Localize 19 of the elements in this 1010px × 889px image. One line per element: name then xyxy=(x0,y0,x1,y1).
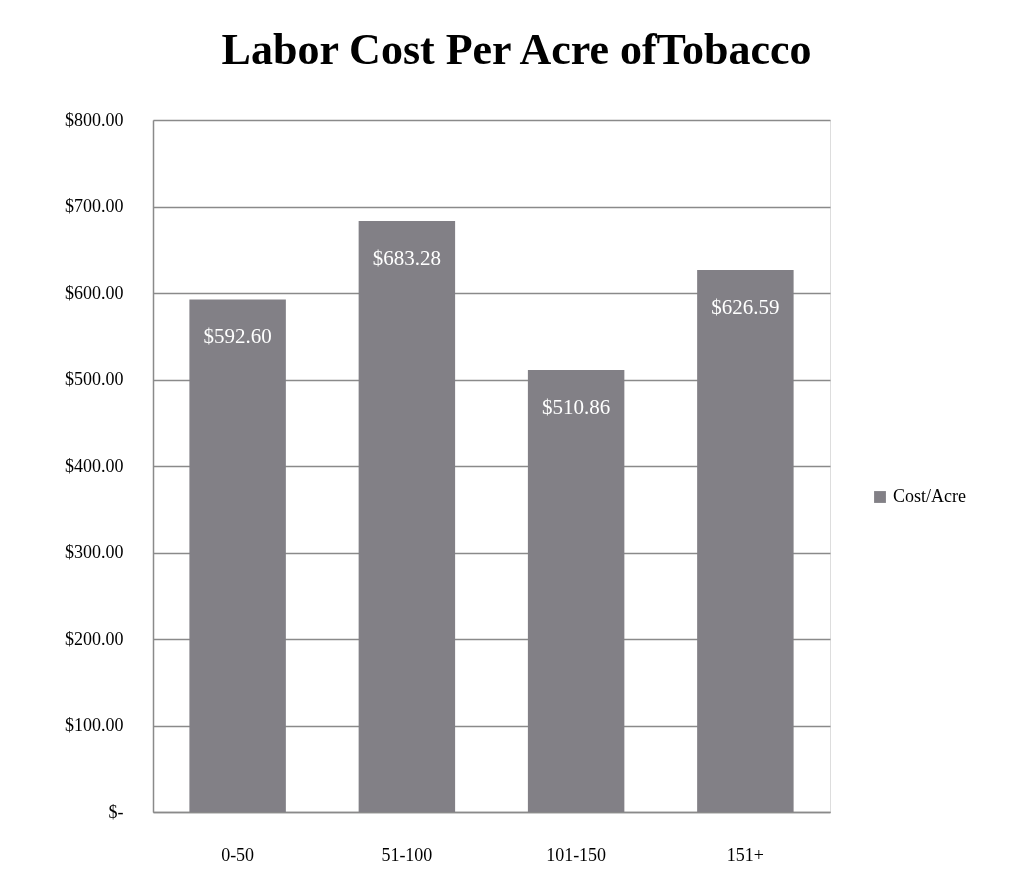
chart-title: Labor Cost Per Acre ofTobacco xyxy=(221,25,812,74)
y-tick-label: $200.00 xyxy=(65,628,124,649)
data-label: $510.86 xyxy=(542,395,611,420)
x-tick-label: 51-100 xyxy=(381,844,433,865)
y-tick-label: $600.00 xyxy=(65,282,124,303)
y-tick-label: $300.00 xyxy=(65,542,124,562)
x-tick-label: 151+ xyxy=(726,844,764,865)
legend-label: Cost/Acre xyxy=(893,486,966,506)
x-tick-label: 0-50 xyxy=(221,844,255,865)
y-tick-label: $100.00 xyxy=(65,715,124,735)
y-tick-label: $- xyxy=(108,801,124,822)
data-label: $626.59 xyxy=(711,295,780,319)
y-tick-label: $400.00 xyxy=(65,455,124,476)
y-tick-label: $800.00 xyxy=(65,109,124,130)
y-tick-label: $700.00 xyxy=(65,196,124,216)
x-tick-label: 101-150 xyxy=(546,844,607,865)
data-label: $592.60 xyxy=(203,324,272,349)
data-label: $683.28 xyxy=(372,245,441,270)
y-tick-label: $500.00 xyxy=(65,369,124,389)
